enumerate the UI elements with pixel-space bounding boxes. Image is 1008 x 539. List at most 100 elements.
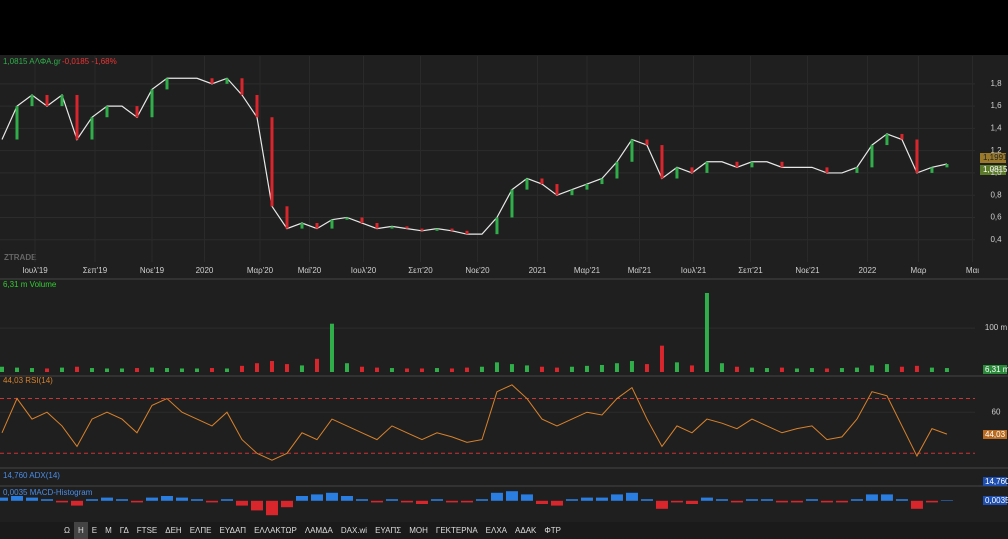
toolbar-button[interactable]: ΛΑΜΔΑ [304, 526, 333, 535]
volume-bar [239, 365, 244, 372]
macd-bar [805, 499, 818, 501]
macd-bar [775, 500, 788, 503]
macd-bar [235, 500, 248, 506]
volume-bar [299, 365, 304, 372]
volume-bar [719, 363, 724, 372]
toolbar-button[interactable]: ΕΛΛΑΚΤΩΡ [254, 526, 297, 535]
volume-bar [689, 365, 694, 372]
toolbar-button[interactable]: Ε [91, 526, 98, 535]
volume-bar [89, 368, 94, 372]
volume-bar [569, 366, 574, 372]
x-tick-label: Ιουλ'21 [681, 266, 707, 275]
toolbar-button[interactable]: Ω [64, 526, 70, 535]
macd-bar [115, 499, 128, 501]
volume-bar [644, 364, 649, 372]
price-line [1, 77, 948, 235]
panel-bg [0, 55, 1008, 522]
macd-bar [0, 497, 8, 501]
toolbar-button[interactable]: DAX.wi [340, 526, 368, 535]
toolbar-button[interactable]: FTSE [136, 526, 158, 535]
volume-bar [809, 368, 814, 372]
toolbar-button[interactable]: ΑΔΑΚ [515, 526, 537, 535]
toolbar-button[interactable]: ΦΤΡ [544, 526, 561, 535]
rsi-title: 44,03 RSI(14) [3, 376, 53, 385]
volume-bar [344, 363, 349, 372]
rsi-last: 44,03 [985, 430, 1006, 439]
toolbar-button[interactable]: ΓΔ [119, 526, 129, 535]
toolbar-button[interactable]: ΕΥΑΠΣ [375, 526, 402, 535]
macd-bar [355, 499, 368, 501]
macd-bar [130, 500, 143, 503]
volume-bar [749, 367, 754, 372]
macd-bar [55, 500, 68, 503]
macd-bar [760, 499, 773, 501]
volume-bar [584, 365, 589, 372]
macd-bar [520, 494, 533, 501]
x-tick-label: 2022 [859, 266, 877, 275]
toolbar-button[interactable]: ΔΕΗ [165, 526, 182, 535]
volume-bar [914, 365, 919, 372]
toolbar-button[interactable]: ΜΟΗ [409, 526, 428, 535]
macd-bar [730, 500, 743, 503]
y-tick-label: 1,2 [990, 146, 1002, 155]
volume-bar [404, 368, 409, 372]
last-box [980, 165, 1006, 175]
volume-bar [464, 367, 469, 372]
macd-bar [460, 500, 473, 503]
macd-bar [160, 496, 173, 501]
volume-bar [209, 368, 214, 372]
adx-title: 14,760 ADX(14) [3, 471, 60, 480]
toolbar-button[interactable]: ΕΥΔΑΠ [219, 526, 247, 535]
toolbar-button[interactable]: ΓΕΚΤΕΡΝΑ [435, 526, 478, 535]
x-tick-label: Ιουλ'19 [22, 266, 48, 275]
volume-bar [539, 366, 544, 372]
x-tick-label: Σεπ'20 [408, 266, 433, 275]
volume-bar [509, 364, 514, 372]
volume-bar [614, 363, 619, 372]
toolbar-button[interactable]: Μ [105, 526, 112, 535]
x-tick-label: Μαι [966, 266, 979, 275]
x-tick-label: Νοε'21 [795, 266, 820, 275]
macd-bar [685, 500, 698, 504]
macd-bar [865, 494, 878, 501]
macd-bar [85, 499, 98, 501]
macd-bar [385, 499, 398, 501]
volume-bar [119, 368, 124, 372]
vol-last: 6,31 m [985, 365, 1008, 374]
volume-bar [704, 292, 709, 372]
volume-bar [599, 364, 604, 372]
macd-bar [280, 500, 293, 508]
x-tick-label: Σεπ'19 [83, 266, 108, 275]
volume-bar [134, 368, 139, 372]
volume-bar [764, 368, 769, 372]
macd-bar [535, 500, 548, 504]
y-tick-label: 1,4 [990, 123, 1002, 132]
macd-bar [145, 497, 158, 501]
toolbar-button[interactable]: ΕΛΠΕ [189, 526, 212, 535]
macd-bar [415, 500, 428, 504]
macd-last: 0,0035 [985, 496, 1008, 505]
toolbar-button[interactable]: ΕΛΧΑ [485, 526, 508, 535]
x-tick-label: Μαρ'20 [247, 266, 274, 275]
volume-bar [899, 366, 904, 372]
volume-bar [419, 368, 424, 372]
volume-bar [524, 365, 529, 372]
macd-bar [655, 500, 668, 509]
y-tick-label: 0,4 [990, 235, 1002, 244]
y-tick-label: 60 [992, 407, 1001, 416]
volume-bar [284, 364, 289, 372]
y-tick-label: 0,6 [990, 213, 1002, 222]
macd-bar [370, 500, 383, 503]
macd-bar [910, 500, 923, 509]
macd-bar [835, 500, 848, 503]
volume-bar [269, 361, 274, 372]
macd-bar [400, 500, 413, 503]
volume-bar [74, 366, 79, 372]
volume-bar [869, 365, 874, 372]
volume-title: 6,31 m Volume [3, 280, 57, 289]
toolbar-button[interactable]: Η [73, 522, 88, 539]
x-tick-label: Ιουλ'20 [351, 266, 377, 275]
macd-bar [100, 497, 113, 501]
volume-bar [329, 323, 334, 372]
macd-bar [190, 499, 203, 501]
